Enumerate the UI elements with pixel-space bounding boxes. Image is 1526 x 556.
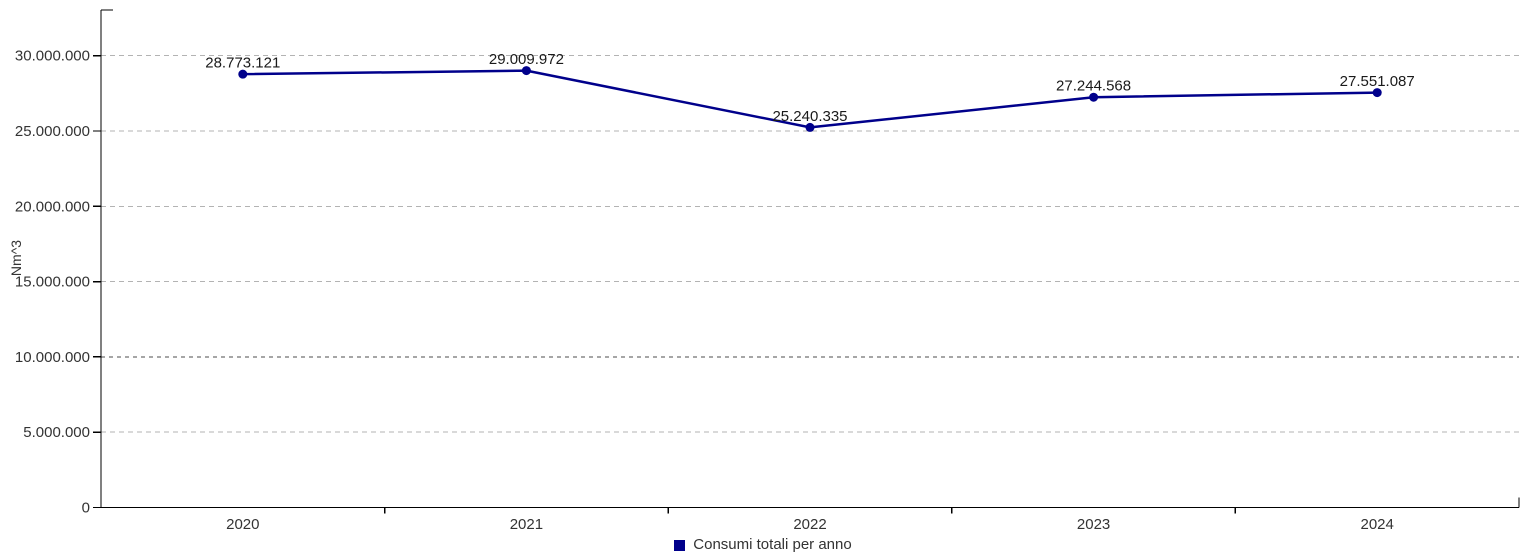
y-axis-tick-label: 25.000.000 (15, 123, 90, 140)
data-point-value-label: 27.244.568 (1056, 78, 1131, 95)
x-axis-year-label: 2023 (1077, 516, 1110, 533)
data-point[interactable] (805, 122, 815, 132)
y-axis-tick-label: 20.000.000 (15, 198, 90, 215)
data-point[interactable] (238, 69, 248, 79)
data-point[interactable] (521, 66, 531, 76)
x-axis-year-label: 2024 (1361, 516, 1394, 533)
x-axis-year-label: 2021 (510, 516, 543, 533)
legend: Consumi totali per anno (0, 536, 1526, 554)
legend-label: Consumi totali per anno (693, 536, 852, 553)
y-axis-tick-label: 15.000.000 (15, 274, 90, 291)
data-point[interactable] (1372, 88, 1382, 98)
data-point-value-label: 27.551.087 (1340, 73, 1415, 90)
y-axis-tick-label: 10.000.000 (15, 349, 90, 366)
line-chart: 0 5.000.000 10.000.000 15.000.000 20.000.000… (8, 9, 1520, 533)
y-axis-tick-label: 0 (82, 500, 90, 517)
legend-swatch-icon (674, 539, 686, 551)
data-point-value-label: 29.009.972 (489, 51, 564, 68)
x-axis-year-label: 2022 (793, 516, 826, 533)
data-point-value-label: 28.773.121 (205, 55, 280, 72)
y-axis-tick-label: 5.000.000 (23, 424, 90, 441)
y-axis-title: Nm^3 (8, 240, 24, 276)
x-axis-year-label: 2020 (226, 516, 259, 533)
data-point-value-label: 25.240.335 (772, 108, 847, 125)
legend-item-consumi-totali[interactable]: Consumi totali per anno (674, 536, 852, 554)
data-point[interactable] (1089, 92, 1099, 102)
y-axis-tick-label: 30.000.000 (15, 48, 90, 65)
